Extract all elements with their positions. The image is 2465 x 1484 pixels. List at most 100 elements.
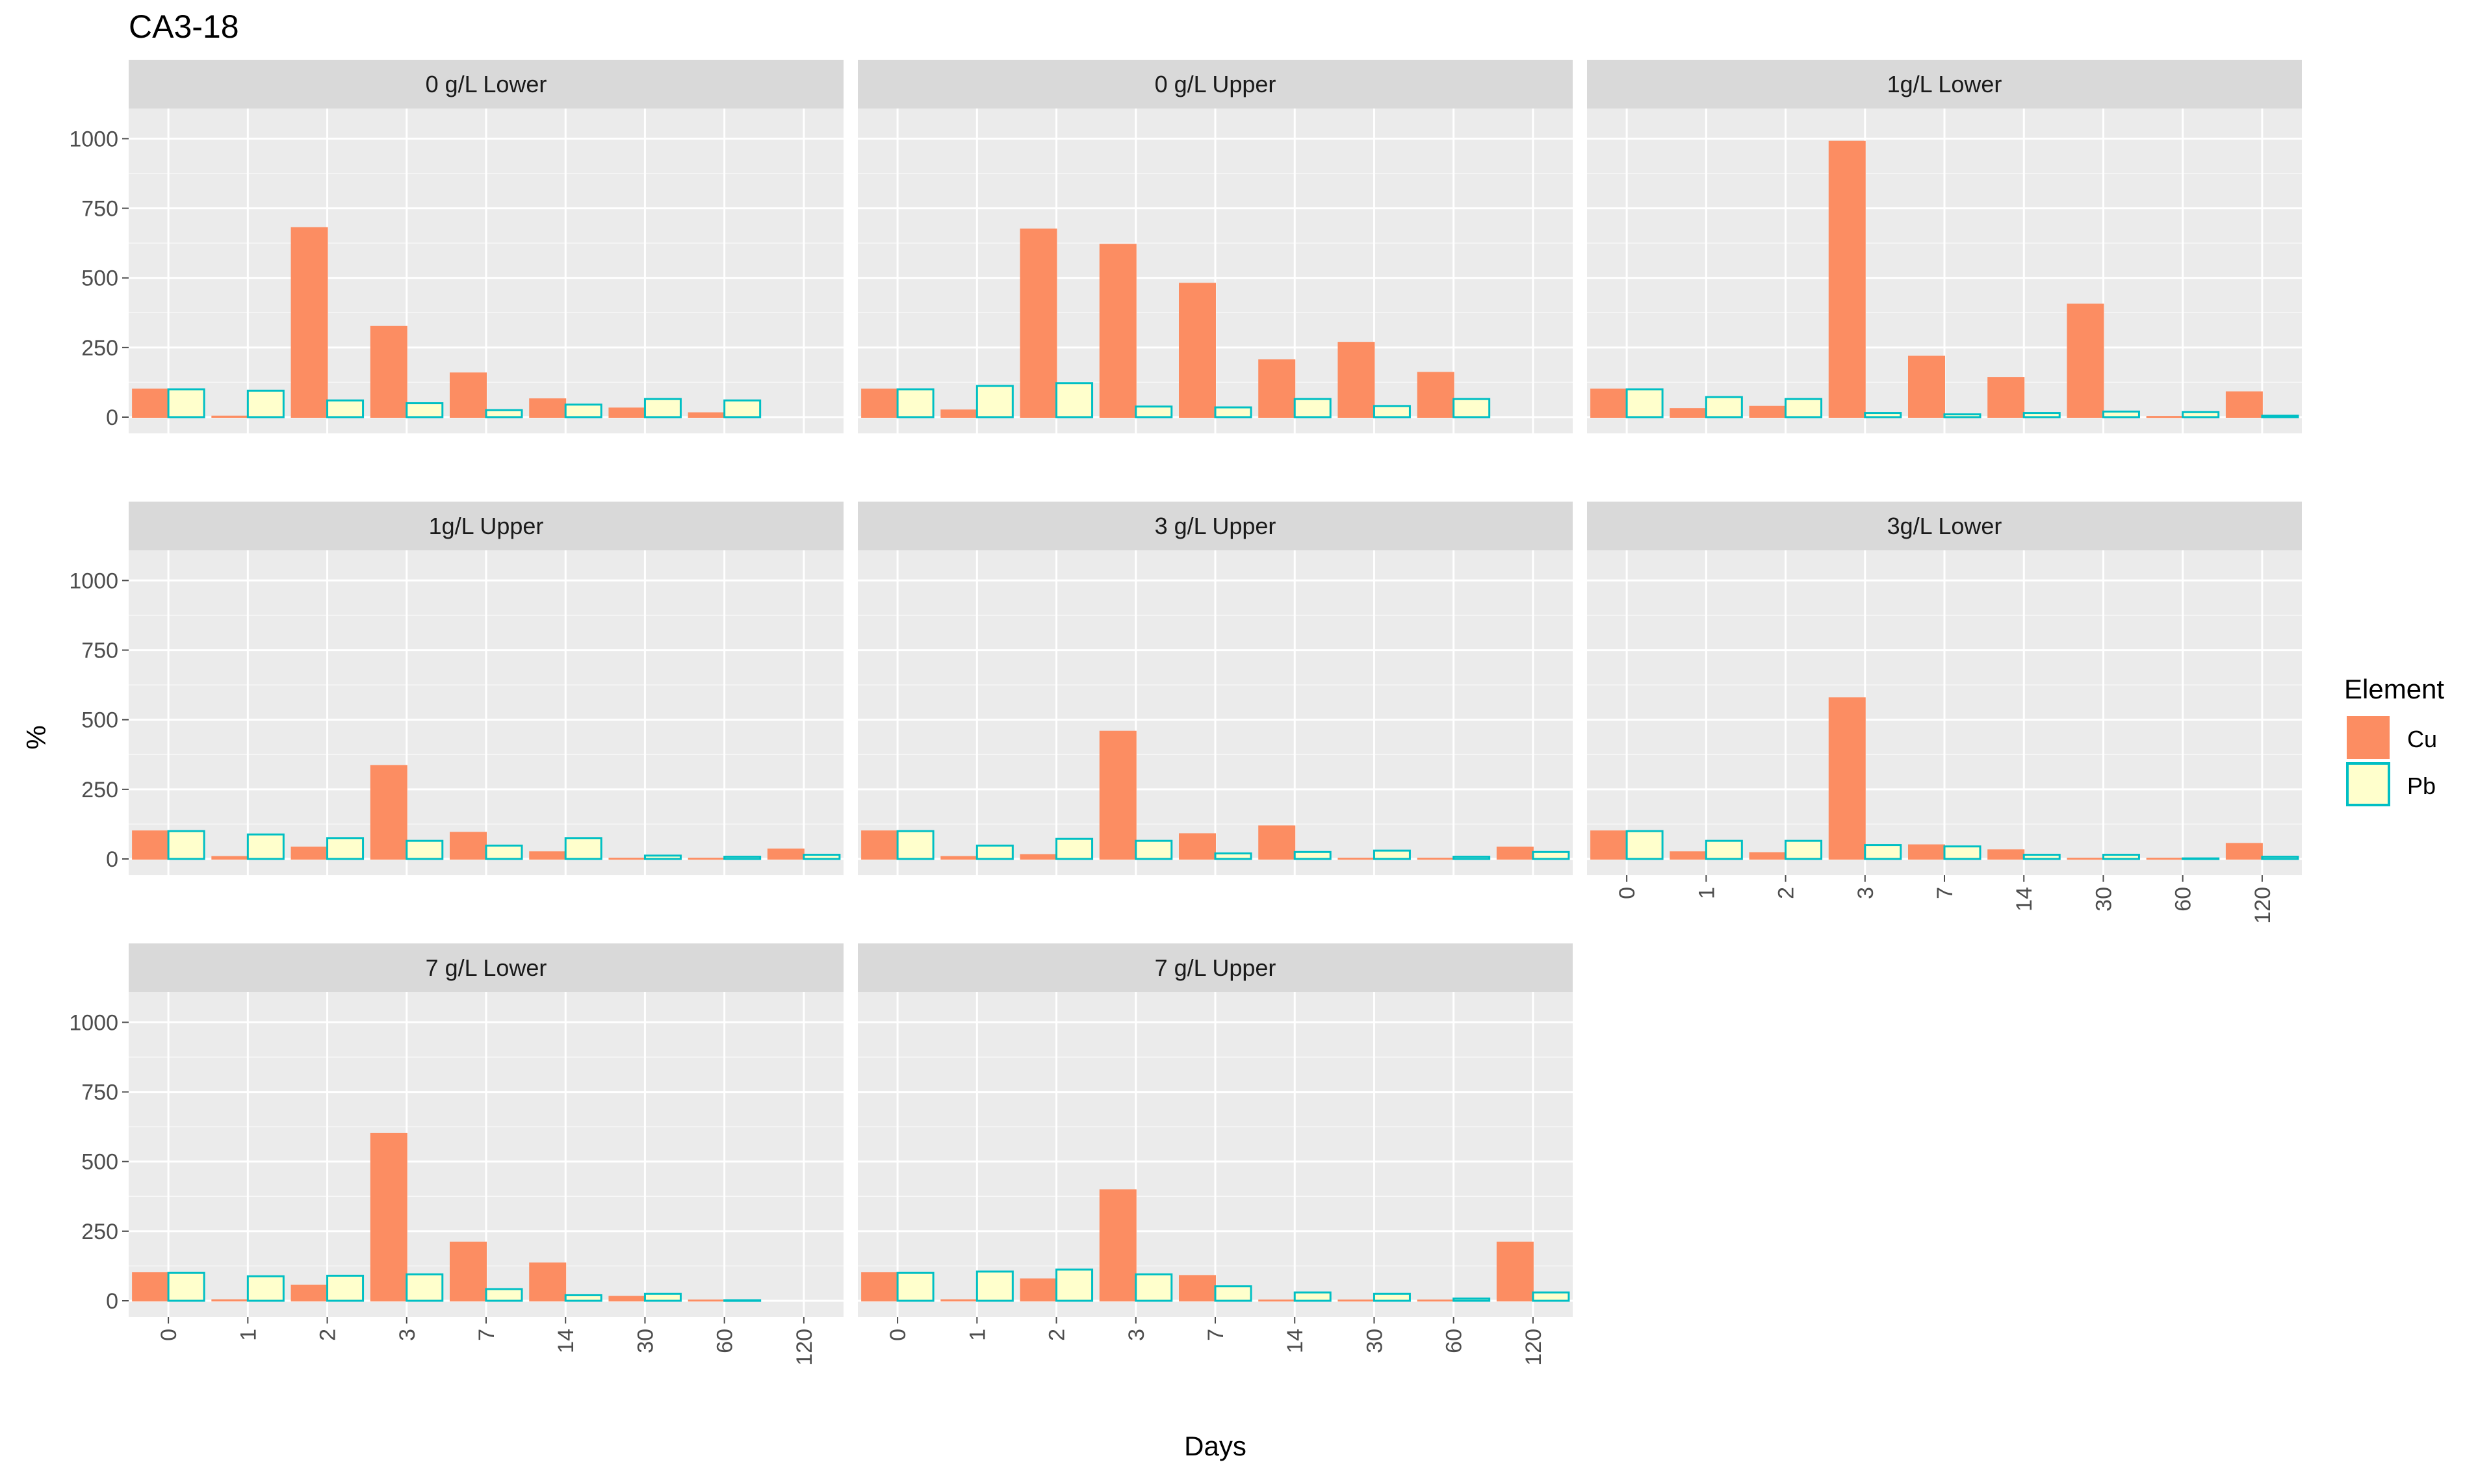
facet-strip-label: 3g/L Lower bbox=[1887, 513, 2002, 539]
y-tick-label: 0 bbox=[106, 847, 118, 872]
y-tick-label: 0 bbox=[106, 405, 118, 430]
bar-cu bbox=[1908, 355, 1945, 418]
x-tick-label: 2 bbox=[1045, 1329, 1070, 1341]
x-tick-label: 0 bbox=[157, 1329, 181, 1341]
bar-pb bbox=[975, 1270, 1014, 1302]
bar-cu bbox=[1670, 851, 1707, 860]
bar-pb bbox=[1135, 405, 1173, 418]
bar-pb bbox=[1452, 1298, 1491, 1302]
bar-pb bbox=[326, 1274, 365, 1302]
bar-pb bbox=[2102, 854, 2140, 860]
bar-cu bbox=[1828, 697, 1866, 860]
facet-strip bbox=[129, 502, 844, 550]
bar-pb bbox=[1214, 852, 1252, 860]
bar-cu bbox=[1987, 377, 2025, 418]
bar-cu bbox=[2067, 303, 2104, 418]
bar-pb bbox=[1055, 382, 1094, 418]
legend-key-cu bbox=[2347, 716, 2390, 759]
bar-pb bbox=[723, 399, 762, 418]
x-tick-label: 60 bbox=[713, 1329, 738, 1353]
bar-pb bbox=[1625, 388, 1664, 418]
y-tick-label: 250 bbox=[81, 778, 118, 802]
bar-cu bbox=[1417, 1299, 1454, 1302]
facet-strip bbox=[1587, 60, 2302, 109]
bar-cu bbox=[1417, 372, 1454, 418]
chart-title: CA3-18 bbox=[129, 8, 239, 45]
facet-strip bbox=[858, 502, 1573, 550]
bar-pb bbox=[1532, 1291, 1570, 1302]
facet-panel: 0 g/L Upper bbox=[858, 60, 1573, 433]
facet-strip-label: 0 g/L Upper bbox=[1155, 71, 1276, 97]
bar-pb bbox=[406, 1273, 444, 1302]
bar-pb bbox=[896, 388, 935, 418]
bar-cu bbox=[940, 856, 978, 860]
bar-cu bbox=[688, 858, 725, 860]
bar-cu bbox=[529, 851, 567, 860]
bar-cu bbox=[370, 326, 407, 418]
bar-pb bbox=[1055, 1268, 1094, 1302]
facet-strip bbox=[129, 943, 844, 992]
bar-pb bbox=[406, 402, 444, 418]
bar-cu bbox=[1590, 389, 1628, 418]
bar-pb bbox=[485, 844, 523, 860]
x-tick-label: 60 bbox=[2171, 887, 2196, 912]
x-tick-label: 7 bbox=[1933, 887, 1957, 899]
bar-cu bbox=[211, 415, 249, 418]
facet-strip-label: 3 g/L Upper bbox=[1155, 513, 1276, 539]
bar-cu bbox=[450, 372, 487, 418]
bar-pb bbox=[896, 1272, 935, 1302]
x-tick-label: 30 bbox=[633, 1329, 658, 1353]
bar-cu bbox=[2225, 391, 2263, 418]
x-tick-label: 2 bbox=[316, 1329, 341, 1341]
bar-pb bbox=[564, 1294, 602, 1302]
bar-pb bbox=[167, 830, 205, 860]
facet-strip bbox=[1587, 502, 2302, 550]
bar-pb bbox=[1373, 1292, 1411, 1302]
x-tick-label: 0 bbox=[886, 1329, 910, 1341]
bar-cu bbox=[1496, 847, 1534, 860]
bar-pb bbox=[1373, 405, 1411, 418]
bar-cu bbox=[688, 1299, 725, 1302]
bar-pb bbox=[326, 837, 365, 860]
bar-cu bbox=[1258, 1299, 1296, 1302]
bar-cu bbox=[450, 832, 487, 860]
bar-pb bbox=[2022, 854, 2061, 860]
x-tick-label: 1 bbox=[1694, 887, 1719, 899]
bar-pb bbox=[1293, 1291, 1332, 1302]
bar-cu bbox=[1670, 408, 1707, 418]
y-tick-label: 500 bbox=[81, 1150, 118, 1175]
facet-strip bbox=[858, 60, 1573, 109]
bar-pb bbox=[326, 399, 365, 418]
bar-cu bbox=[1179, 833, 1216, 860]
bar-cu bbox=[608, 858, 646, 860]
y-tick-label: 250 bbox=[81, 336, 118, 361]
bar-pb bbox=[1135, 1273, 1173, 1302]
x-axis-label: Days bbox=[1184, 1431, 1246, 1461]
bar-cu bbox=[2146, 858, 2184, 860]
bar-cu bbox=[529, 1262, 567, 1301]
bar-cu bbox=[290, 227, 328, 418]
y-tick-label: 750 bbox=[81, 639, 118, 663]
bar-cu bbox=[2067, 858, 2104, 860]
y-tick-label: 250 bbox=[81, 1220, 118, 1244]
bar-pb bbox=[167, 388, 205, 418]
bar-pb bbox=[1864, 844, 1902, 860]
bar-cu bbox=[1417, 858, 1454, 860]
bar-pb bbox=[564, 837, 602, 860]
bar-pb bbox=[2261, 415, 2299, 418]
bar-cu bbox=[1179, 1275, 1216, 1302]
facet-strip-label: 7 g/L Lower bbox=[426, 954, 547, 981]
x-tick-label: 14 bbox=[554, 1329, 578, 1353]
y-tick-label: 750 bbox=[81, 1081, 118, 1105]
x-tick-label: 1 bbox=[236, 1329, 261, 1341]
bar-cu bbox=[2225, 843, 2263, 860]
bar-pb bbox=[167, 1272, 205, 1302]
bar-cu bbox=[1337, 858, 1375, 860]
bar-pb bbox=[1214, 406, 1252, 418]
bar-pb bbox=[1785, 398, 1823, 418]
legend-label-pb: Pb bbox=[2407, 773, 2436, 799]
bar-cu bbox=[1258, 825, 1296, 860]
y-axis-label: % bbox=[21, 725, 51, 749]
bar-cu bbox=[2146, 416, 2184, 418]
x-tick-label: 3 bbox=[1124, 1329, 1149, 1341]
